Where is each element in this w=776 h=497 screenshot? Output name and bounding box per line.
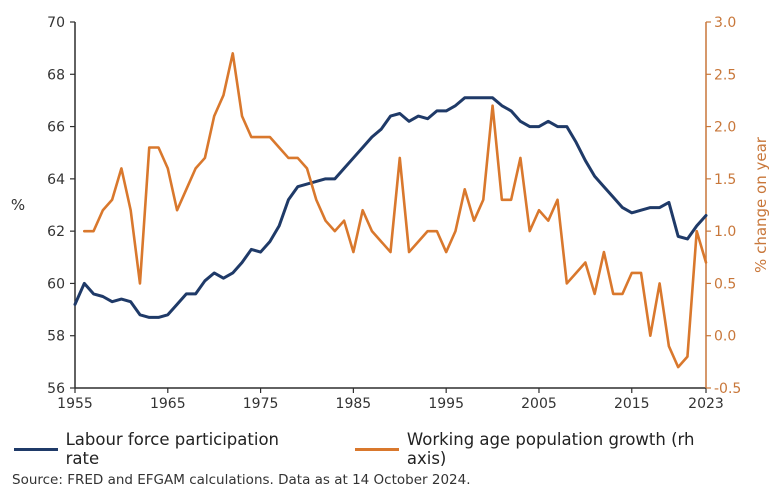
- legend-item-population: Working age population growth (rh axis): [355, 430, 736, 468]
- chart-series: [73, 52, 708, 369]
- left-tick-label: 58: [47, 329, 65, 345]
- legend-label-population: Working age population growth (rh axis): [406, 430, 695, 468]
- left-tick-label: 60: [47, 276, 65, 292]
- right-tick-label: 0.0: [714, 329, 736, 345]
- x-tick-label: 1965: [150, 396, 186, 412]
- x-tick-label: 1985: [336, 396, 372, 412]
- left-tick-label: 66: [47, 120, 65, 136]
- participation-rate-line: [73, 96, 708, 319]
- right-tick-label: 2.5: [714, 67, 736, 83]
- chart-legend: Labour force participation rate Working …: [14, 430, 776, 468]
- legend-item-participation: Labour force participation rate: [14, 430, 315, 468]
- left-tick-label: 68: [47, 67, 65, 83]
- legend-swatch-participation: [14, 447, 58, 451]
- population-growth-line: [82, 52, 708, 369]
- right-tick-label: 1.0: [714, 224, 736, 240]
- legend-label-participation: Labour force participation rate: [65, 430, 279, 468]
- x-tick-label: 2023: [688, 396, 724, 412]
- left-tick-label: 62: [47, 224, 65, 240]
- source-note: Source: FRED and EFGAM calculations. Dat…: [12, 472, 471, 488]
- left-axis-title: %: [11, 196, 25, 214]
- right-tick-label: 0.5: [714, 276, 736, 292]
- chart-ticks: 1955 1965 1975 1985 1995 2005 2015 2023 56 58 60 62…: [47, 15, 741, 412]
- chart-axes: [74, 22, 707, 389]
- x-tick-label: 1995: [428, 396, 464, 412]
- right-tick-label: -0.5: [714, 381, 741, 397]
- x-tick-label: 2005: [521, 396, 557, 412]
- left-tick-label: 56: [47, 381, 65, 397]
- x-tick-label: 1955: [57, 396, 93, 412]
- right-tick-label: 3.0: [714, 15, 736, 31]
- legend-swatch-population: [355, 447, 399, 451]
- left-tick-label: 64: [47, 172, 65, 188]
- x-tick-label: 2015: [614, 396, 650, 412]
- line-chart: 1955 1965 1975 1985 1995 2005 2015 2023 56 58 60 62…: [11, 15, 770, 412]
- left-tick-label: 70: [47, 15, 65, 31]
- right-tick-label: 2.0: [714, 120, 736, 136]
- right-axis-title: % change on year: [752, 136, 770, 273]
- x-tick-label: 1975: [243, 396, 279, 412]
- right-tick-label: 1.5: [714, 172, 736, 188]
